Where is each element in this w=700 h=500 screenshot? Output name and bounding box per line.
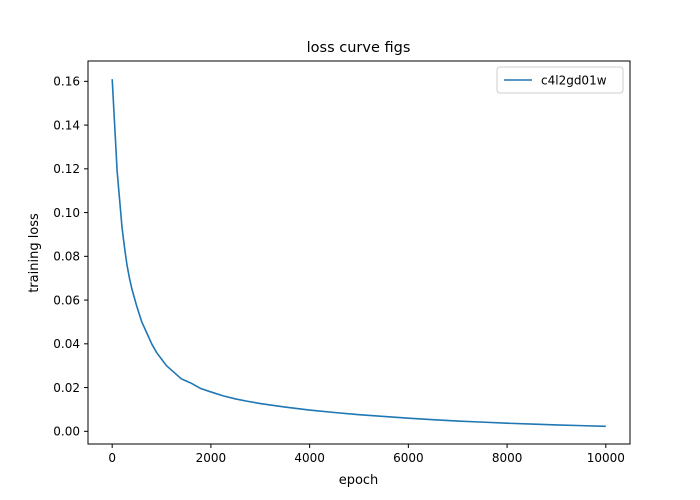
x-tick-label-3: 6000 (393, 451, 424, 465)
y-tick-label-6: 0.12 (53, 162, 80, 176)
plot-area: 0 2000 4000 6000 8000 10000 0.00 0.02 0.04 0.06 0.… (53, 60, 631, 465)
legend-label-0: c4l2gd01w (541, 74, 607, 88)
x-tick-label-0: 0 (108, 451, 116, 465)
y-tick-label-8: 0.16 (53, 75, 80, 89)
x-tick-label-5: 10000 (587, 451, 625, 465)
chart-title: loss curve figs (307, 40, 411, 56)
x-axis-label: epoch (339, 473, 379, 488)
legend-box (496, 66, 624, 94)
x-tick-label-4: 8000 (492, 451, 523, 465)
y-tick-label-1: 0.02 (53, 381, 80, 395)
y-tick-label-0: 0.00 (53, 425, 80, 439)
x-tick-label-2: 4000 (294, 451, 325, 465)
x-tick-label-1: 2000 (196, 451, 227, 465)
y-axis-label: training loss (27, 213, 42, 293)
plot-frame (87, 60, 631, 445)
y-tick-label-2: 0.04 (53, 337, 80, 351)
series-line-0 (111, 79, 606, 428)
y-tick-label-7: 0.14 (53, 118, 80, 132)
y-tick-label-3: 0.06 (53, 293, 80, 307)
y-tick-label-5: 0.10 (53, 206, 80, 220)
y-tick-label-4: 0.08 (53, 250, 80, 264)
